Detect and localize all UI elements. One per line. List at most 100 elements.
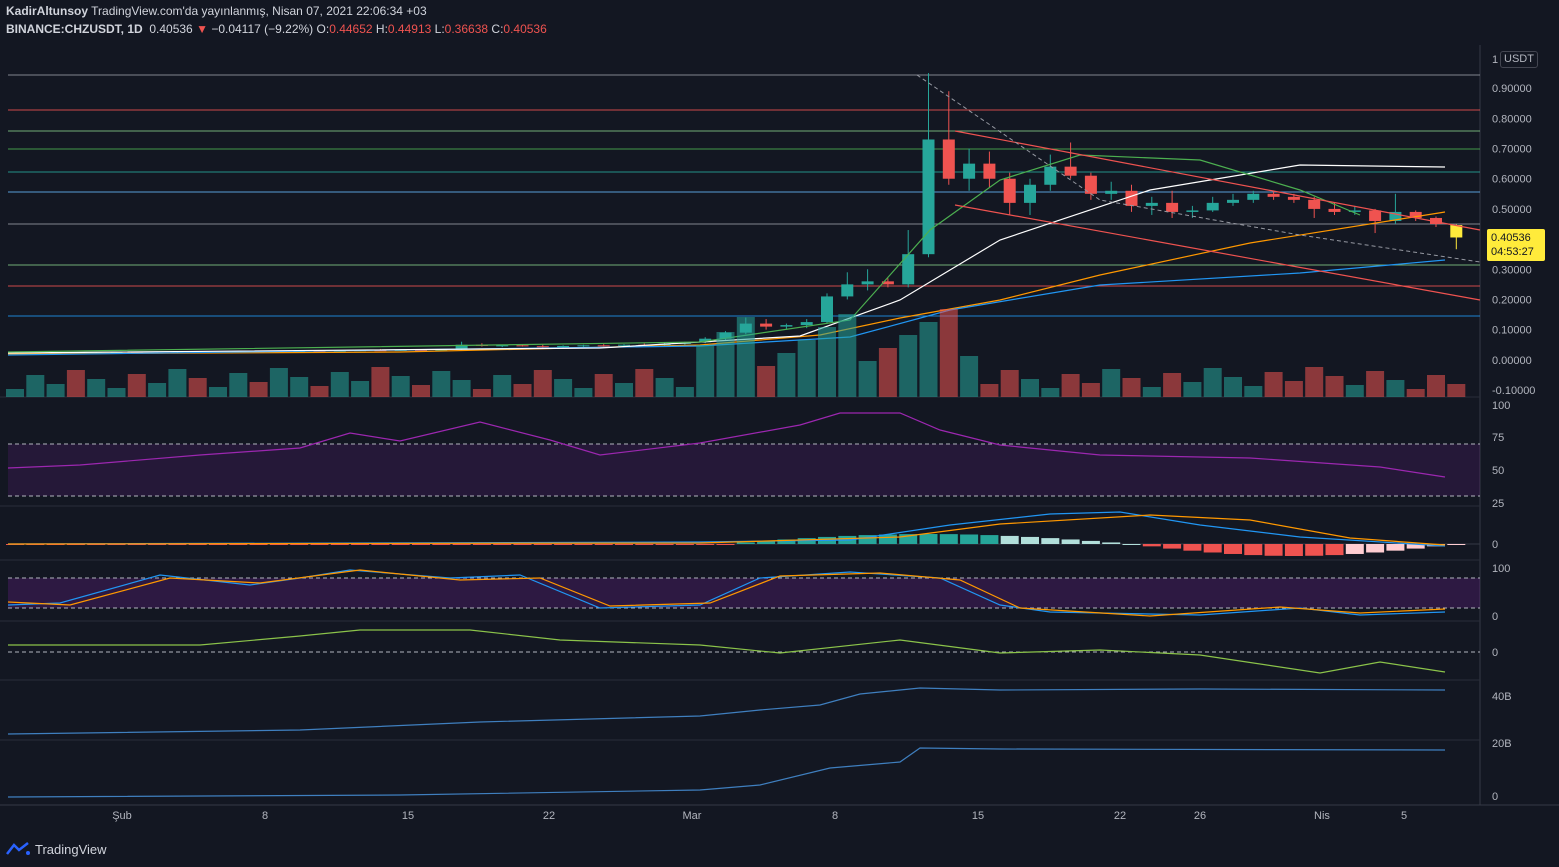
macd-hist-bar	[1183, 544, 1202, 551]
macd-hist-bar	[1122, 544, 1141, 545]
macd-hist-bar	[107, 544, 126, 545]
publish-text: TradingView.com'da yayınlanmış, Nisan 07…	[88, 4, 427, 18]
volume-bar	[371, 367, 390, 397]
candle-body	[1450, 225, 1463, 238]
volume-bar	[87, 379, 106, 397]
volume-bar	[330, 372, 349, 397]
vol-cum-line-2	[7, 747, 1446, 798]
candle-body	[1044, 166, 1057, 185]
vol-cum-line-1	[7, 687, 1446, 735]
macd-hist-bar	[391, 544, 410, 545]
author-name: KadirAltunsoy	[6, 4, 89, 18]
vol2-tick-label: 0	[1492, 791, 1498, 803]
time-tick-label: Nis	[1314, 810, 1330, 822]
price-tick-label: 0.10000	[1492, 325, 1532, 337]
channel-upper-line	[954, 130, 1481, 231]
volume-bar	[452, 380, 471, 397]
volume-bar	[1406, 389, 1425, 397]
volume-bar	[6, 389, 24, 397]
volume-bar	[1244, 386, 1263, 397]
candle-body	[1003, 178, 1016, 203]
volume-bar	[1305, 367, 1324, 397]
volume-bar	[1366, 371, 1385, 397]
volume-bar	[1102, 369, 1121, 397]
volume-bar	[696, 345, 715, 397]
rsi-tick-label: 25	[1492, 498, 1504, 510]
time-tick-label: 8	[832, 810, 838, 822]
macd-hist-bar	[1447, 544, 1466, 545]
macd-hist-bar	[1366, 544, 1385, 553]
macd-signal-line	[7, 514, 1446, 546]
macd-hist-bar	[1203, 544, 1222, 553]
macd-hist-bar	[757, 540, 776, 544]
candle-body	[597, 345, 610, 347]
macd-hist-bar	[574, 544, 593, 545]
volume-bar	[290, 377, 309, 397]
macd-hist-bar	[1061, 539, 1080, 544]
time-tick-label: Şub	[112, 810, 132, 822]
macd-hist-bar	[168, 544, 187, 545]
candle-body	[922, 139, 935, 255]
time-tick-label: 15	[402, 810, 414, 822]
open-value: 0.44652	[329, 22, 373, 36]
candle-body	[516, 345, 529, 347]
rsi-band	[8, 444, 1480, 496]
price-tick-label: 0.00000	[1492, 355, 1532, 367]
macd-hist-bar	[269, 544, 288, 545]
candles-group	[9, 73, 1463, 355]
macd-hist-bar	[1142, 544, 1161, 547]
candle-body	[821, 296, 833, 323]
volume-bar	[391, 376, 410, 397]
volume-bar	[716, 332, 735, 397]
macd-hist-bar	[310, 544, 329, 545]
volume-bar	[533, 370, 552, 397]
volume-bar	[675, 387, 694, 397]
last-price-badge: 0.40536 04:53:27	[1487, 229, 1545, 261]
macd-hist-bar	[533, 544, 552, 545]
macd-hist-bar	[939, 534, 958, 544]
macd-line	[7, 511, 1446, 547]
volume-bar	[229, 373, 248, 397]
candle-body	[780, 325, 793, 327]
stoch-tick-label: 100	[1492, 563, 1510, 575]
volume-bar	[960, 356, 979, 397]
volume-bar	[168, 369, 187, 397]
candle-body	[800, 322, 813, 326]
candle-body	[902, 254, 915, 285]
rsi-tick-label: 75	[1492, 432, 1504, 444]
ma-orange-line	[7, 211, 1446, 355]
macd-hist-bar	[696, 544, 715, 545]
candle-body	[1024, 184, 1036, 203]
candle-body	[1247, 193, 1260, 200]
macd-hist-bar	[980, 535, 999, 544]
candle-body	[699, 338, 712, 343]
candle-body	[536, 346, 549, 348]
macd-hist-bar	[777, 539, 796, 544]
tradingview-footer[interactable]: TradingView	[6, 838, 107, 860]
volume-bar	[107, 388, 126, 397]
volume-bar	[351, 381, 370, 397]
change-text: −0.04117 (−9.22%)	[211, 22, 314, 36]
candle-body	[1125, 190, 1138, 206]
rsi-tick-label: 50	[1492, 465, 1504, 477]
candle-body	[313, 351, 326, 353]
candle-body	[760, 323, 773, 327]
candle-body	[455, 344, 468, 350]
macd-hist-bar	[290, 544, 309, 545]
candle-body	[983, 163, 996, 179]
volume-bar	[1081, 383, 1100, 397]
macd-hist-bar	[432, 544, 451, 545]
dashed-trend-line	[916, 74, 1481, 263]
open-label: O:	[316, 22, 330, 36]
macd-hist-bar	[1102, 542, 1121, 544]
candle-body	[1186, 210, 1199, 212]
publish-info: KadirAltunsoy TradingView.com'da yayınla…	[6, 4, 427, 18]
volume-bar	[1021, 379, 1039, 397]
channel-lower-line	[954, 204, 1481, 301]
macd-hist-bar	[1224, 544, 1242, 554]
volume-bar	[1224, 377, 1242, 397]
candle-body	[1145, 202, 1158, 206]
close-label: C:	[491, 22, 504, 36]
volume-bar	[1427, 375, 1445, 397]
